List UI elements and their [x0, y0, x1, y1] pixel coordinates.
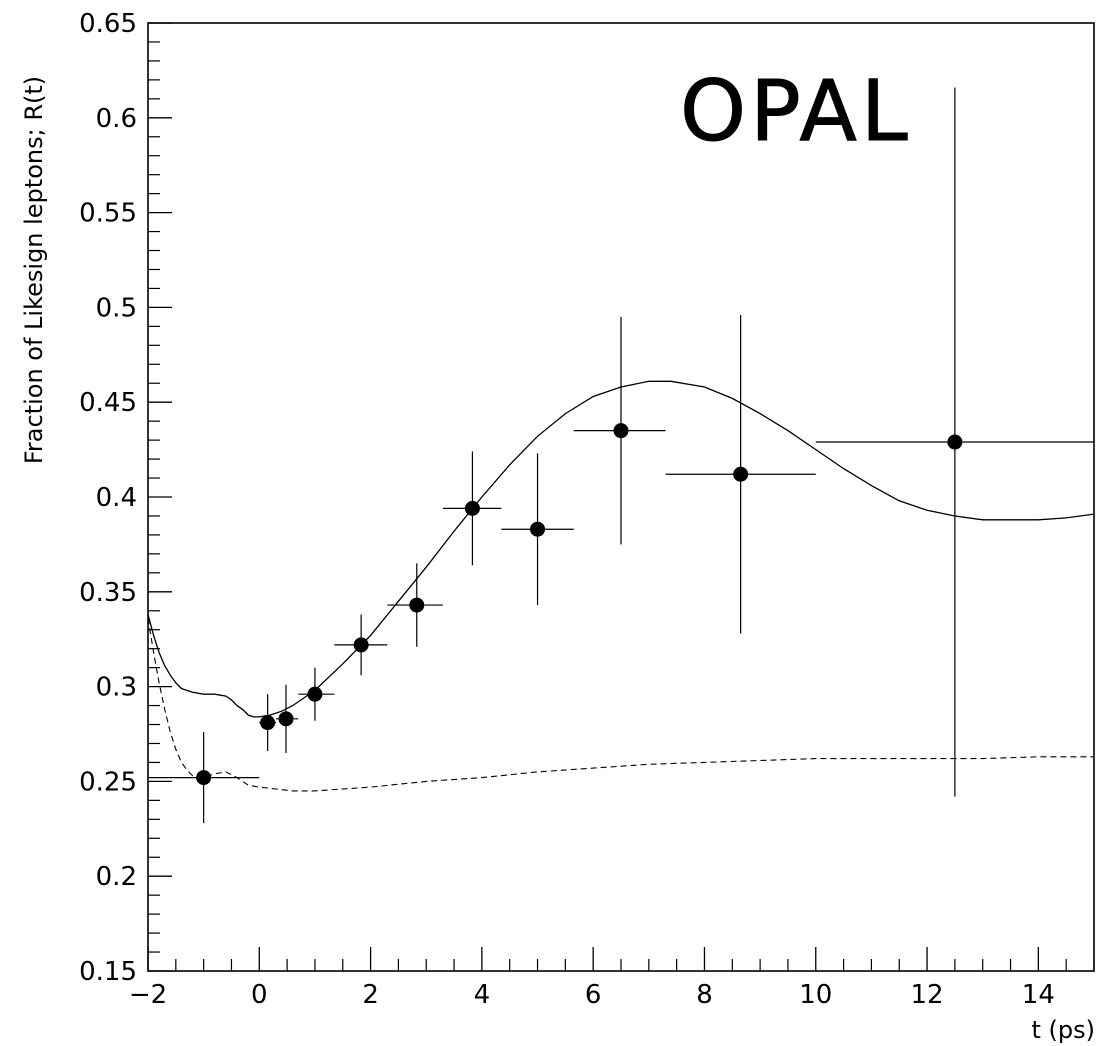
y-tick-label: 0.4: [96, 483, 137, 513]
y-tick-label: 0.15: [79, 957, 137, 987]
x-tick-label: 10: [799, 980, 832, 1010]
x-tick-label: 8: [696, 980, 713, 1010]
data-point: [733, 466, 749, 482]
data-points: [196, 423, 963, 786]
solid-fit-curve: [147, 380, 1095, 718]
data-point: [307, 686, 323, 702]
x-tick-label: 4: [474, 980, 491, 1010]
x-axis-title: t (ps): [1031, 1016, 1095, 1044]
data-point: [278, 711, 294, 727]
x-tick-label: 6: [585, 980, 602, 1010]
x-tick-label: 0: [251, 980, 268, 1010]
y-tick-label: 0.55: [79, 199, 137, 229]
x-tick-label: 2: [362, 980, 379, 1010]
data-point: [353, 637, 369, 653]
data-point: [947, 434, 963, 450]
x-tick-labels: −2 0 2 4 6 8 10 12 14: [129, 980, 1055, 1010]
y-tick-label: 0.35: [79, 578, 137, 608]
y-tick-label: 0.25: [79, 767, 137, 797]
x-tick-label: −2: [129, 980, 167, 1010]
y-tick-label: 0.65: [79, 9, 137, 39]
minor-ticks: [148, 41, 1095, 971]
x-tick-label: 12: [911, 980, 944, 1010]
y-axis-title: Fraction of Likesign leptons; R(t): [20, 76, 48, 464]
y-tick-label: 0.45: [79, 388, 137, 418]
data-point: [613, 423, 629, 439]
data-point: [260, 715, 276, 731]
y-tick-label: 0.5: [96, 293, 137, 323]
x-tick-label: 14: [1022, 980, 1055, 1010]
chart-title: OPAL: [680, 62, 912, 160]
y-tick-label: 0.3: [96, 673, 137, 703]
curves: [147, 380, 1095, 792]
y-tick-label: 0.2: [96, 862, 137, 892]
data-point: [530, 521, 546, 537]
y-tick-labels: 0.15 0.2 0.25 0.3 0.35 0.4 0.45 0.5 0.55 0.6 0.65: [79, 9, 137, 987]
y-tick-label: 0.6: [96, 104, 137, 134]
data-point: [409, 597, 425, 613]
data-point: [196, 770, 212, 786]
dashed-curve: [147, 618, 1094, 792]
major-ticks: [147, 22, 1040, 972]
data-point: [464, 500, 480, 516]
